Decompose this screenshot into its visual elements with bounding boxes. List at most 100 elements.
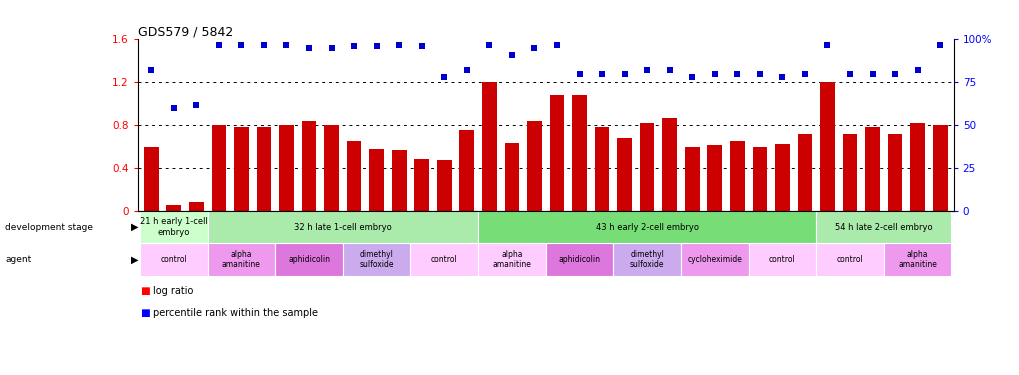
Point: [390, 42, 407, 48]
Bar: [436, 160, 451, 211]
Text: aphidicolin: aphidicolin: [287, 255, 330, 264]
Bar: [478, 211, 815, 243]
Bar: [774, 144, 789, 211]
Text: control: control: [160, 255, 186, 264]
Bar: [612, 243, 681, 276]
Text: development stage: development stage: [5, 222, 93, 231]
Text: ▶: ▶: [130, 222, 138, 232]
Text: ▶: ▶: [130, 254, 138, 264]
Point: [345, 43, 362, 49]
Bar: [730, 141, 744, 211]
Bar: [342, 243, 410, 276]
Text: control: control: [768, 255, 795, 264]
Bar: [144, 147, 158, 211]
Text: 21 h early 1-cell
embryо: 21 h early 1-cell embryо: [140, 217, 208, 237]
Point: [301, 45, 317, 51]
Bar: [482, 82, 496, 211]
Bar: [639, 123, 654, 211]
Text: cycloheximide: cycloheximide: [687, 255, 742, 264]
Text: control: control: [836, 255, 862, 264]
Text: alpha
amanitine: alpha amanitine: [898, 250, 936, 269]
Point: [706, 70, 722, 76]
Bar: [842, 134, 857, 211]
Point: [818, 42, 835, 48]
Point: [796, 70, 812, 76]
Text: dimethyl
sulfoxide: dimethyl sulfoxide: [359, 250, 393, 269]
Bar: [279, 125, 293, 211]
Bar: [616, 138, 632, 211]
Bar: [211, 125, 226, 211]
Bar: [233, 127, 249, 211]
Bar: [887, 134, 902, 211]
Bar: [166, 206, 181, 211]
Point: [751, 70, 767, 76]
Text: log ratio: log ratio: [153, 286, 194, 296]
Bar: [391, 150, 407, 211]
Bar: [346, 141, 361, 211]
Point: [187, 102, 204, 108]
Bar: [819, 82, 834, 211]
Point: [887, 70, 903, 76]
Point: [638, 67, 654, 73]
Bar: [932, 125, 947, 211]
Bar: [414, 159, 429, 211]
Point: [593, 70, 609, 76]
Point: [459, 67, 475, 73]
Text: agent: agent: [5, 255, 32, 264]
Point: [773, 74, 790, 80]
Point: [571, 70, 587, 76]
Point: [436, 74, 452, 80]
Point: [863, 70, 879, 76]
Text: GDS579 / 5842: GDS579 / 5842: [138, 25, 232, 38]
Point: [526, 45, 542, 51]
Text: 43 h early 2-cell embryo: 43 h early 2-cell embryo: [595, 222, 698, 231]
Bar: [545, 243, 612, 276]
Bar: [189, 202, 204, 211]
Point: [211, 42, 227, 48]
Text: dimethyl
sulfoxide: dimethyl sulfoxide: [630, 250, 663, 269]
Bar: [459, 130, 474, 211]
Point: [256, 42, 272, 48]
Bar: [527, 121, 541, 211]
Point: [368, 43, 384, 49]
Bar: [864, 127, 879, 211]
Point: [909, 67, 925, 73]
Bar: [661, 118, 677, 211]
Bar: [707, 146, 721, 211]
Bar: [909, 123, 924, 211]
Text: percentile rank within the sample: percentile rank within the sample: [153, 308, 318, 318]
Bar: [302, 121, 316, 211]
Bar: [478, 243, 545, 276]
Text: 54 h late 2-cell embryo: 54 h late 2-cell embryo: [835, 222, 931, 231]
Bar: [208, 243, 275, 276]
Bar: [549, 95, 564, 211]
Text: alpha
amanitine: alpha amanitine: [222, 250, 261, 269]
Bar: [504, 143, 519, 211]
Point: [233, 42, 250, 48]
Text: alpha
amanitine: alpha amanitine: [492, 250, 531, 269]
Bar: [815, 211, 951, 243]
Bar: [748, 243, 815, 276]
Bar: [882, 243, 951, 276]
Bar: [275, 243, 342, 276]
Point: [481, 42, 497, 48]
Bar: [752, 147, 766, 211]
Bar: [410, 243, 478, 276]
Point: [684, 74, 700, 80]
Bar: [797, 134, 811, 211]
Bar: [572, 95, 586, 211]
Text: ■: ■: [140, 308, 150, 318]
Bar: [140, 243, 208, 276]
Bar: [815, 243, 882, 276]
Point: [503, 52, 520, 58]
Point: [143, 67, 159, 73]
Point: [661, 67, 678, 73]
Bar: [594, 127, 608, 211]
Text: control: control: [430, 255, 458, 264]
Bar: [684, 147, 699, 211]
Point: [323, 45, 339, 51]
Bar: [324, 125, 338, 211]
Point: [548, 42, 565, 48]
Point: [841, 70, 857, 76]
Point: [729, 70, 745, 76]
